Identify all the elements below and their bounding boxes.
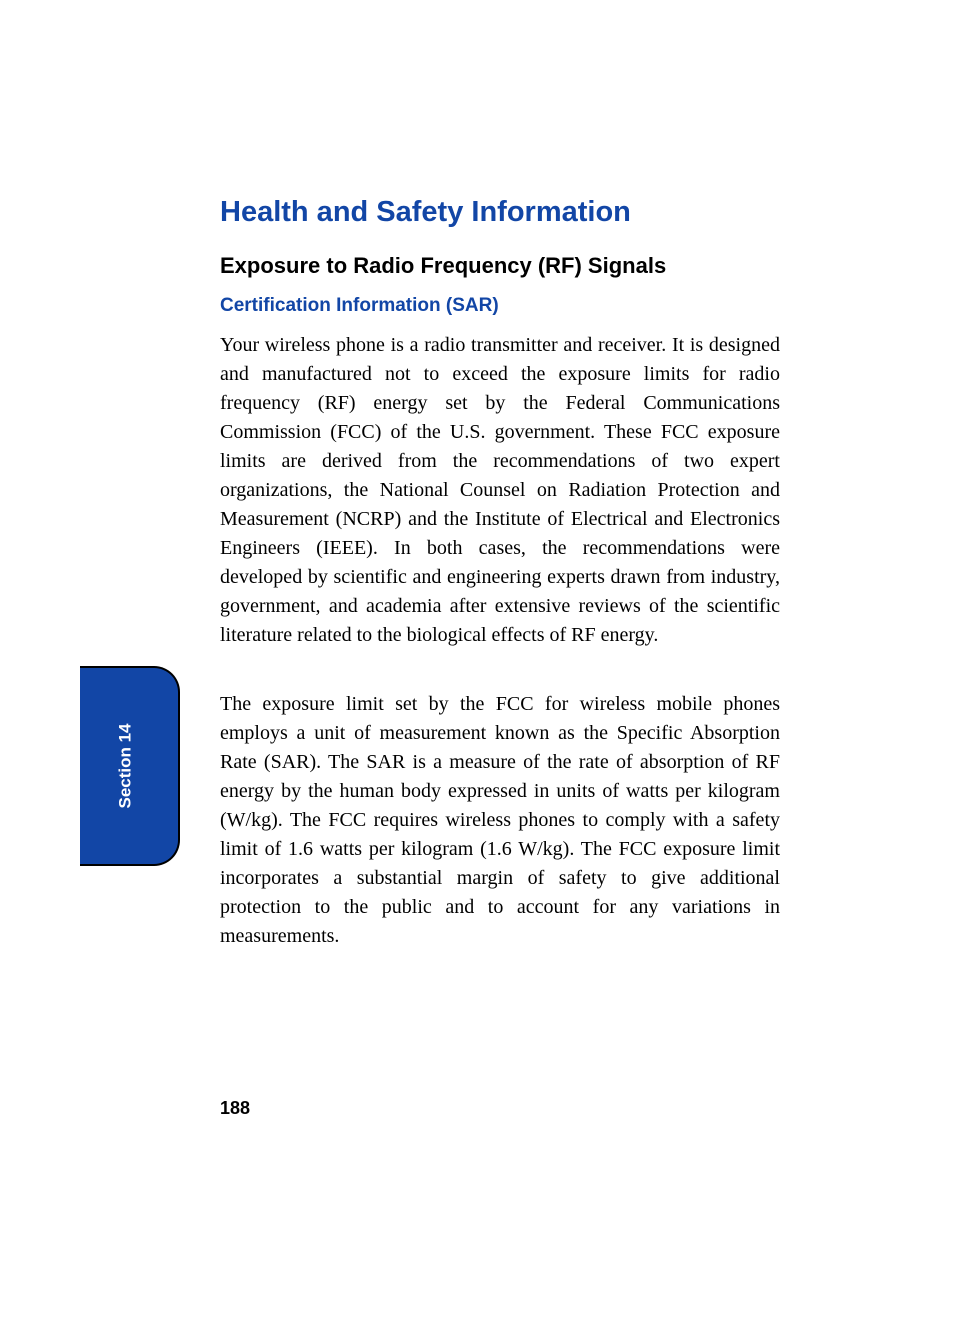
section-tab: Section 14 <box>80 666 180 866</box>
page-title: Health and Safety Information <box>220 196 780 229</box>
page-content: Health and Safety Information Exposure t… <box>220 196 780 991</box>
document-page: Section 14 Health and Safety Information… <box>0 0 954 1319</box>
subsection-heading: Certification Information (SAR) <box>220 295 780 317</box>
page-number: 188 <box>220 1098 250 1119</box>
section-heading: Exposure to Radio Frequency (RF) Signals <box>220 253 780 279</box>
body-paragraph-2: The exposure limit set by the FCC for wi… <box>220 690 780 951</box>
body-paragraph-1: Your wireless phone is a radio transmitt… <box>220 331 780 650</box>
section-tab-label: Section 14 <box>115 723 135 808</box>
